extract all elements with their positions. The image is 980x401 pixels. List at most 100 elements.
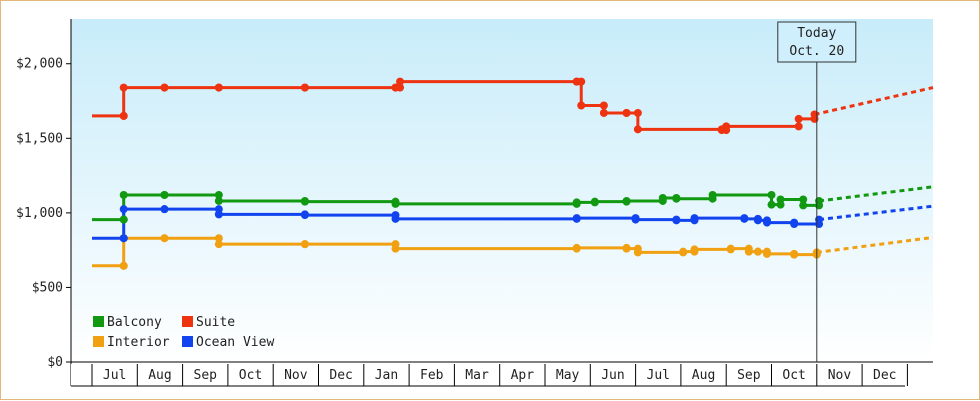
x-tick-label: Sep [194, 368, 218, 383]
today-label: Today [797, 26, 836, 41]
legend-label: Balcony [107, 315, 162, 330]
data-point [396, 83, 405, 92]
data-point [119, 111, 128, 120]
data-point [658, 196, 667, 205]
series-projection [814, 86, 934, 116]
data-point [572, 244, 581, 253]
x-tick-label: Jul [647, 368, 670, 383]
legend-swatch [182, 316, 193, 327]
data-point [753, 247, 762, 256]
data-point [300, 196, 309, 205]
plot-background [71, 19, 933, 362]
data-point [572, 214, 581, 223]
data-point [672, 193, 681, 202]
y-tick-label: $1,000 [16, 206, 63, 221]
x-tick-label: Jul [103, 368, 126, 383]
data-point [767, 190, 776, 199]
x-tick-label: Nov [284, 368, 308, 383]
data-point [577, 101, 586, 110]
x-tick-label: Apr [511, 368, 535, 383]
data-point [160, 190, 169, 199]
data-point [722, 126, 731, 135]
x-tick-label: Dec [873, 368, 896, 383]
data-point [740, 214, 749, 223]
x-tick-label: May [556, 368, 580, 383]
data-point [214, 83, 223, 92]
data-point [762, 216, 771, 225]
data-point [119, 205, 128, 214]
data-point [690, 216, 699, 225]
data-point [679, 248, 688, 257]
data-point [214, 190, 223, 199]
data-point [119, 261, 128, 270]
data-point [753, 214, 762, 223]
data-point [160, 234, 169, 243]
legend-swatch [93, 336, 104, 347]
data-point [690, 247, 699, 256]
data-point [590, 198, 599, 207]
legend-swatch [182, 336, 193, 347]
data-point [214, 234, 223, 243]
data-point [794, 114, 803, 123]
data-point [622, 197, 631, 206]
y-tick-label: $500 [32, 280, 63, 295]
data-point [572, 199, 581, 208]
data-point [214, 240, 223, 249]
today-box [777, 21, 857, 63]
data-point [300, 83, 309, 92]
data-point [300, 210, 309, 219]
data-point [790, 249, 799, 258]
data-point [790, 218, 799, 227]
data-point [214, 196, 223, 205]
x-tick-label: Feb [420, 368, 444, 383]
data-point [762, 247, 771, 256]
data-point [300, 240, 309, 249]
data-point [708, 194, 717, 203]
data-point [744, 244, 753, 253]
y-tick-label: $1,500 [16, 131, 63, 146]
data-point [119, 234, 128, 243]
x-tick-label: Aug [148, 368, 171, 383]
data-point [633, 108, 642, 117]
series-projection [818, 185, 934, 203]
data-point [396, 77, 405, 86]
data-point [599, 101, 608, 110]
data-point [119, 190, 128, 199]
data-point [391, 197, 400, 206]
data-point [799, 201, 808, 210]
data-point [815, 201, 824, 210]
data-point [815, 220, 824, 229]
month-band [71, 364, 933, 386]
data-point [160, 205, 169, 214]
data-point [599, 108, 608, 117]
legend-label: Ocean View [196, 335, 274, 350]
data-point [726, 245, 735, 254]
x-tick-label: Nov [828, 368, 852, 383]
legend-label: Interior [107, 335, 170, 350]
x-tick-label: Oct [239, 368, 262, 383]
x-tick-label: Oct [782, 368, 805, 383]
data-point [577, 77, 586, 86]
data-point [391, 240, 400, 249]
x-tick-label: Jun [601, 368, 624, 383]
data-point [622, 108, 631, 117]
x-tick-label: Sep [737, 368, 761, 383]
data-point [672, 215, 681, 224]
data-point [776, 200, 785, 209]
x-tick-label: Mar [465, 368, 489, 383]
data-point [633, 125, 642, 134]
y-tick-label: $2,000 [16, 57, 63, 72]
data-point [391, 211, 400, 220]
data-point [631, 214, 640, 223]
data-point [214, 205, 223, 214]
legend-label: Suite [196, 315, 235, 330]
data-point [119, 83, 128, 92]
data-point [160, 83, 169, 92]
series-projection [818, 204, 934, 222]
data-point [794, 122, 803, 131]
y-tick-label: $0 [47, 355, 63, 370]
data-point [799, 195, 808, 204]
x-tick-label: Dec [329, 368, 352, 383]
